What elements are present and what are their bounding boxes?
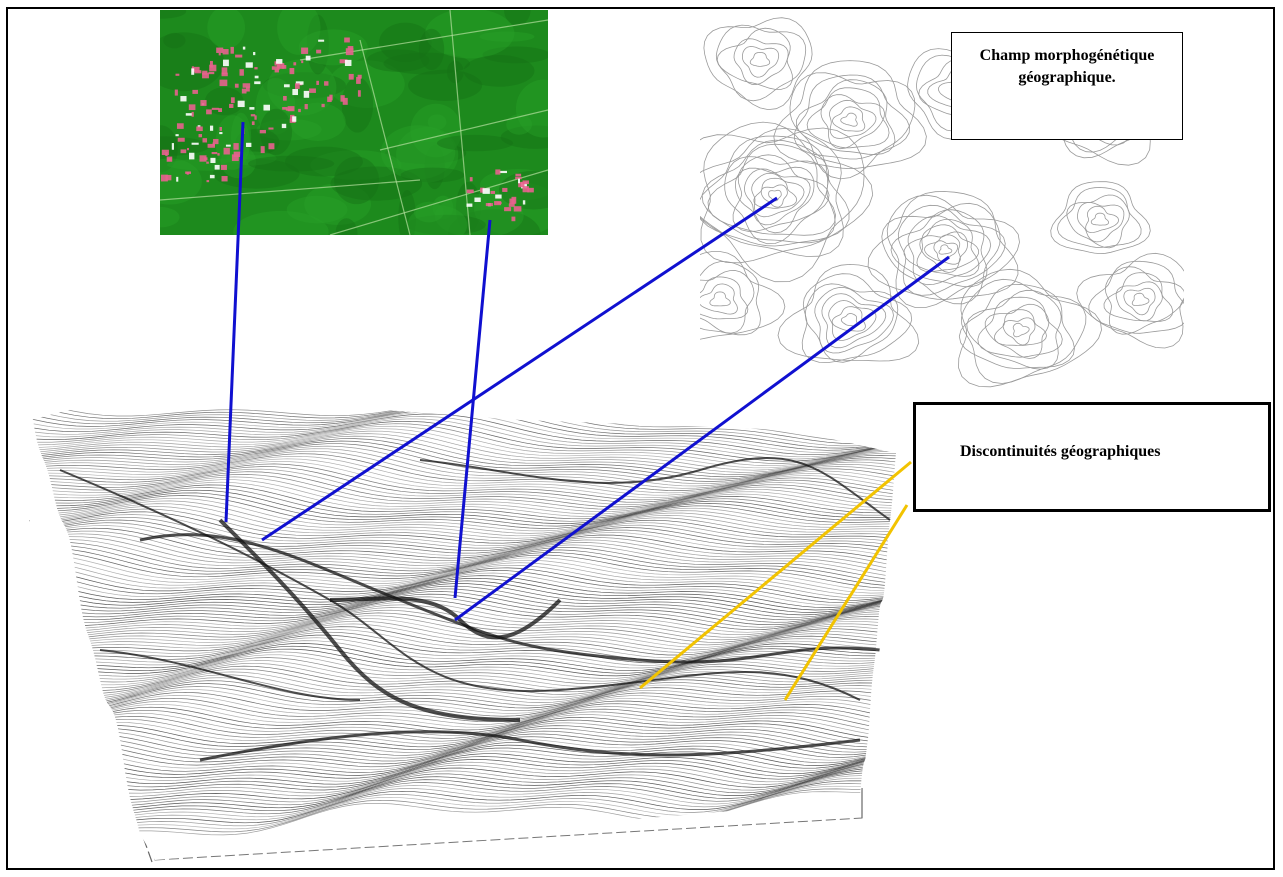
connector-discont-2 (783, 504, 909, 701)
connector-discont-1 (639, 460, 912, 690)
yellow-connectors (639, 460, 912, 701)
blue-connectors (224, 121, 950, 622)
connector-sat-left (224, 121, 245, 523)
champ-label-line2: géographique. (1018, 69, 1116, 86)
discontinuites-label: Discontinuités géographiques (913, 402, 1271, 512)
connector-contour-right (454, 255, 950, 622)
champ-morphogenetique-label: Champ morphogénétique géographique. (951, 32, 1183, 140)
3d-surface (29, 392, 905, 863)
discontinuites-text: Discontinuités géographiques (960, 443, 1161, 460)
connector-sat-right (453, 219, 492, 599)
connector-contour-left (261, 196, 778, 542)
champ-label-line1: Champ morphogénétique (979, 47, 1155, 64)
satellite-image (160, 10, 548, 235)
